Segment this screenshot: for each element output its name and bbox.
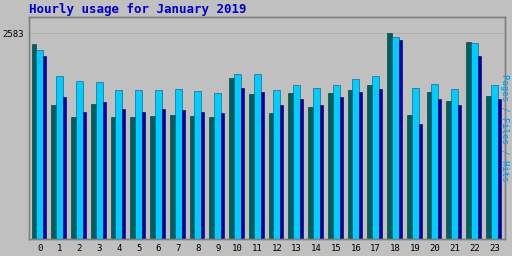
Bar (392, 37, 399, 239)
Bar (348, 90, 352, 239)
Bar (308, 107, 313, 239)
Bar (76, 81, 83, 239)
Bar (234, 73, 241, 239)
Bar (372, 76, 379, 239)
Bar (387, 34, 392, 239)
Bar (32, 44, 36, 239)
Bar (214, 93, 221, 239)
Bar (194, 91, 201, 239)
Bar (478, 56, 481, 239)
Text: Hourly usage for January 2019: Hourly usage for January 2019 (29, 3, 247, 16)
Bar (458, 105, 461, 239)
Bar (486, 96, 490, 239)
Bar (359, 92, 362, 239)
Bar (313, 88, 320, 239)
Bar (328, 93, 332, 239)
Bar (399, 40, 402, 239)
Bar (490, 85, 498, 239)
Bar (261, 92, 264, 239)
Bar (83, 112, 86, 239)
Bar (142, 112, 145, 239)
Bar (352, 79, 359, 239)
Bar (281, 105, 283, 239)
Bar (466, 42, 471, 239)
Bar (115, 90, 122, 239)
Bar (150, 116, 155, 239)
Y-axis label: Pages / Files / Hits: Pages / Files / Hits (500, 74, 509, 182)
Bar (221, 113, 224, 239)
Bar (431, 84, 438, 239)
Bar (273, 90, 281, 239)
Bar (63, 98, 66, 239)
Bar (379, 89, 382, 239)
Bar (175, 89, 182, 239)
Bar (102, 102, 105, 239)
Bar (209, 116, 214, 239)
Bar (71, 116, 76, 239)
Bar (407, 115, 412, 239)
Bar (51, 105, 56, 239)
Bar (229, 78, 234, 239)
Bar (249, 94, 253, 239)
Bar (131, 117, 135, 239)
Bar (300, 99, 303, 239)
Bar (412, 88, 419, 239)
Bar (135, 90, 142, 239)
Bar (320, 105, 323, 239)
Bar (44, 56, 47, 239)
Bar (111, 117, 115, 239)
Bar (426, 92, 431, 239)
Bar (170, 115, 175, 239)
Bar (498, 99, 501, 239)
Bar (96, 82, 102, 239)
Bar (36, 50, 44, 239)
Bar (56, 76, 63, 239)
Bar (339, 98, 343, 239)
Bar (446, 101, 451, 239)
Bar (162, 109, 165, 239)
Bar (419, 124, 421, 239)
Bar (332, 85, 339, 239)
Bar (438, 99, 441, 239)
Bar (451, 89, 458, 239)
Bar (182, 110, 185, 239)
Bar (241, 88, 244, 239)
Bar (253, 74, 261, 239)
Bar (288, 93, 293, 239)
Bar (189, 116, 194, 239)
Bar (155, 90, 162, 239)
Bar (269, 113, 273, 239)
Bar (201, 112, 204, 239)
Bar (122, 109, 125, 239)
Bar (91, 104, 96, 239)
Bar (293, 86, 300, 239)
Bar (471, 43, 478, 239)
Bar (367, 86, 372, 239)
